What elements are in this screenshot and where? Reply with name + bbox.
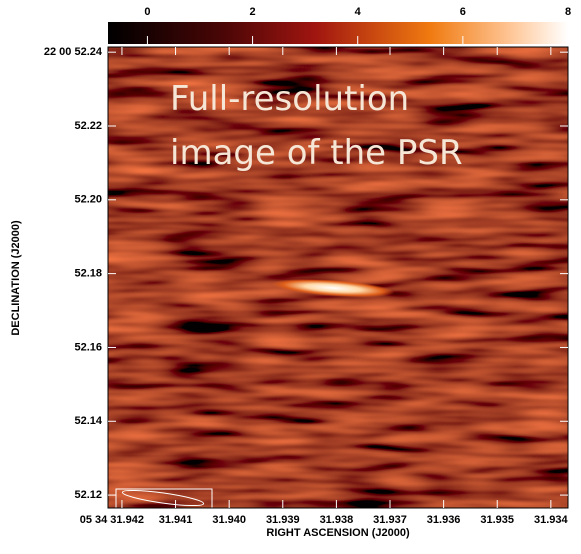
- colorbar-tick-label: 0: [144, 6, 150, 18]
- image: [108, 47, 568, 508]
- y-tick-label: 52.12: [74, 489, 102, 501]
- x-tick-label: 31.934: [534, 514, 569, 526]
- y-tick-label: 52.16: [74, 341, 102, 353]
- source: [271, 278, 395, 298]
- y-tick-label: 22 00 52.24: [44, 46, 103, 58]
- x-tick-label: 05 34 31.942: [80, 514, 144, 526]
- y-tick-label: 52.20: [74, 194, 102, 206]
- frame: [107, 46, 569, 509]
- colorbar-tick-label: 6: [460, 6, 466, 18]
- y-tick-label: 52.22: [74, 120, 102, 132]
- colorbar-tick-label: 8: [565, 6, 571, 18]
- x-axis-label: RIGHT ASCENSION (J2000): [266, 527, 410, 539]
- y-axis-label: DECLINATION (J2000): [10, 220, 22, 336]
- colorbar-tick-label: 4: [355, 6, 362, 18]
- y-tick-label: 52.14: [74, 415, 102, 427]
- annotation: image of the PSR: [170, 133, 463, 173]
- x-tick-label: 31.940: [212, 514, 246, 526]
- x-tick-label: 31.939: [266, 514, 300, 526]
- colorbar: [108, 22, 568, 44]
- x-tick-label: 31.941: [159, 514, 193, 526]
- beam-box: [115, 488, 213, 508]
- x-tick-label: 31.937: [373, 514, 407, 526]
- y-tick-label: 52.18: [74, 268, 102, 280]
- x-tick-label: 31.936: [427, 514, 461, 526]
- beam: [121, 489, 205, 507]
- x-tick-label: 31.935: [480, 514, 514, 526]
- x-tick-label: 31.938: [320, 514, 354, 526]
- annotation: Full-resolution: [170, 79, 409, 119]
- colorbar-tick-label: 2: [250, 6, 256, 18]
